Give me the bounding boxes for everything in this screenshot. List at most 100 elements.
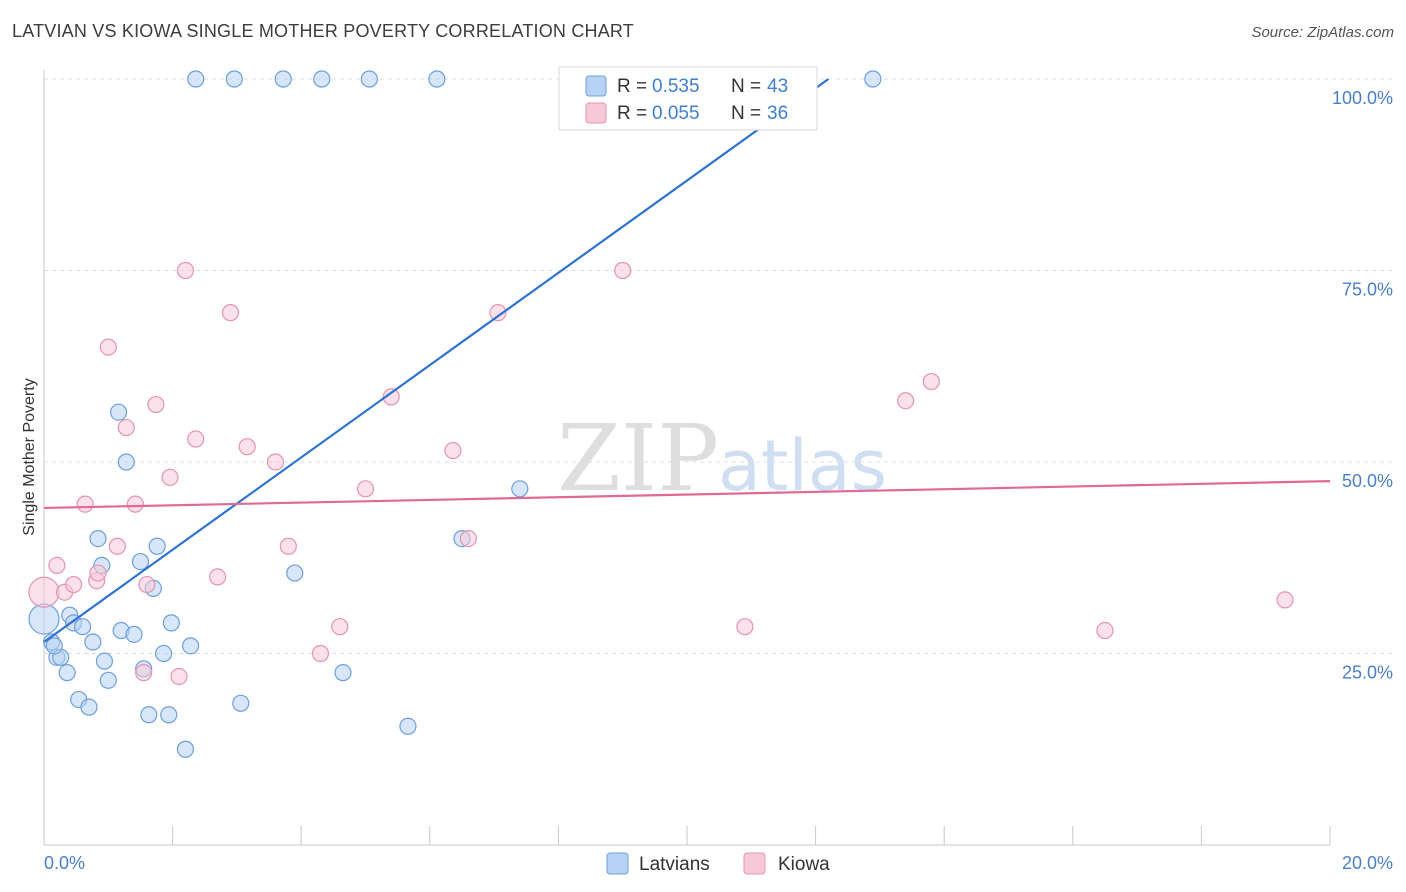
latvians-point bbox=[140, 706, 158, 724]
y-tick-labels: 25.0% 50.0% 75.0% 100.0% bbox=[1332, 88, 1393, 683]
kiowa-trend-line bbox=[43, 480, 1331, 510]
kiowa-point bbox=[356, 480, 375, 498]
kiowa-point bbox=[444, 441, 462, 460]
latvians-point bbox=[360, 70, 378, 88]
latvians-point bbox=[274, 70, 292, 88]
chart-title: LATVIAN VS KIOWA SINGLE MOTHER POVERTY C… bbox=[12, 21, 634, 41]
watermark-atlas: atlas bbox=[718, 425, 887, 507]
latvians-point bbox=[232, 694, 250, 712]
kiowa-point bbox=[161, 468, 179, 486]
y-tick-label-25: 25.0% bbox=[1342, 663, 1393, 683]
latvians-point bbox=[117, 453, 135, 471]
kiowa-point bbox=[1276, 591, 1294, 609]
legend-n-value-kiowa: 36 bbox=[767, 103, 788, 124]
latvians-point bbox=[160, 706, 178, 724]
bottom-legend-label-latvians: Latvians bbox=[639, 854, 710, 875]
kiowa-point bbox=[89, 564, 107, 582]
kiowa-point bbox=[266, 453, 285, 471]
kiowa-point bbox=[1096, 621, 1114, 640]
legend-n-label-latvians: N = bbox=[731, 76, 761, 97]
latvians-point bbox=[187, 70, 205, 88]
kiowa-point bbox=[489, 304, 507, 322]
chart-source: Source: ZipAtlas.com bbox=[1251, 24, 1394, 41]
latvians-trend-line bbox=[43, 78, 830, 643]
legend-r-value-kiowa: 0.055 bbox=[652, 103, 700, 124]
kiowa-point bbox=[99, 338, 117, 356]
bottom-legend-swatch-latvians bbox=[606, 852, 629, 875]
latvians-point bbox=[286, 564, 304, 582]
kiowa-point bbox=[117, 418, 135, 437]
kiowa-point bbox=[176, 261, 195, 280]
bottom-legend: Latvians Kiowa bbox=[606, 852, 830, 875]
latvians-point bbox=[864, 70, 882, 88]
kiowa-point bbox=[64, 575, 83, 594]
latvians-point bbox=[313, 70, 331, 88]
latvians-point bbox=[148, 537, 166, 555]
legend-swatch-kiowa bbox=[585, 102, 607, 124]
latvians-point bbox=[154, 644, 173, 663]
x-axis-ticks bbox=[172, 826, 1331, 845]
kiowa-point bbox=[311, 644, 330, 663]
legend-n-value-latvians: 43 bbox=[767, 76, 788, 97]
latvians-point bbox=[428, 70, 446, 88]
kiowa-point bbox=[126, 495, 144, 513]
kiowa-point bbox=[28, 576, 60, 608]
kiowa-point bbox=[209, 568, 227, 586]
latvians-point bbox=[131, 552, 150, 571]
kiowa-point bbox=[459, 529, 477, 548]
bottom-legend-label-kiowa: Kiowa bbox=[778, 854, 830, 875]
latvians-point bbox=[125, 625, 143, 643]
kiowa-point bbox=[922, 372, 940, 391]
legend-n-label-kiowa: N = bbox=[731, 103, 761, 124]
latvians-point bbox=[176, 740, 195, 758]
legend-r-label-latvians: R = bbox=[617, 76, 647, 97]
x-tick-label-min: 0.0% bbox=[44, 853, 85, 873]
kiowa-point bbox=[614, 261, 632, 280]
latvians-point bbox=[109, 403, 128, 421]
latvians-point bbox=[45, 637, 63, 655]
latvians-point bbox=[73, 618, 92, 636]
legend-r-value-latvians: 0.535 bbox=[652, 76, 700, 97]
latvians-point bbox=[334, 664, 352, 682]
latvians-point bbox=[399, 717, 417, 735]
y-tick-label-75: 75.0% bbox=[1342, 280, 1393, 300]
latvians-point bbox=[80, 698, 98, 716]
y-tick-label-50: 50.0% bbox=[1342, 471, 1393, 491]
x-tick-label-max: 20.0% bbox=[1342, 853, 1393, 873]
kiowa-points bbox=[28, 261, 1294, 686]
latvians-point bbox=[89, 529, 107, 548]
kiowa-point bbox=[897, 392, 915, 410]
kiowa-point bbox=[170, 667, 188, 686]
latvians-point bbox=[58, 664, 76, 682]
latvians-point bbox=[84, 633, 102, 651]
latvians-point bbox=[162, 614, 180, 632]
kiowa-point bbox=[382, 388, 400, 406]
kiowa-point bbox=[138, 575, 156, 594]
kiowa-point bbox=[279, 537, 297, 555]
legend-box: R = 0.535 N = 43 R = 0.055 N = 36 bbox=[558, 66, 818, 131]
trend-lines bbox=[43, 78, 1331, 643]
latvians-points bbox=[28, 70, 882, 758]
gridlines bbox=[44, 78, 1393, 654]
kiowa-point bbox=[187, 430, 205, 448]
latvians-point bbox=[28, 603, 60, 635]
kiowa-point bbox=[331, 618, 349, 636]
kiowa-point bbox=[736, 618, 754, 636]
kiowa-point bbox=[48, 556, 66, 575]
y-tick-label-100: 100.0% bbox=[1332, 88, 1393, 108]
kiowa-point bbox=[147, 395, 165, 414]
kiowa-point bbox=[108, 537, 126, 555]
legend-r-label-kiowa: R = bbox=[617, 103, 647, 124]
kiowa-point bbox=[76, 495, 94, 513]
kiowa-point bbox=[135, 664, 153, 682]
latvians-point bbox=[182, 637, 200, 655]
latvians-point bbox=[99, 671, 117, 689]
latvians-point bbox=[225, 70, 243, 88]
kiowa-point bbox=[221, 304, 240, 322]
latvians-point bbox=[95, 652, 114, 670]
latvians-point bbox=[511, 480, 529, 498]
y-axis-label: Single Mother Poverty bbox=[21, 378, 38, 535]
bottom-legend-swatch-kiowa bbox=[743, 852, 766, 875]
legend-swatch-latvians bbox=[585, 75, 607, 97]
